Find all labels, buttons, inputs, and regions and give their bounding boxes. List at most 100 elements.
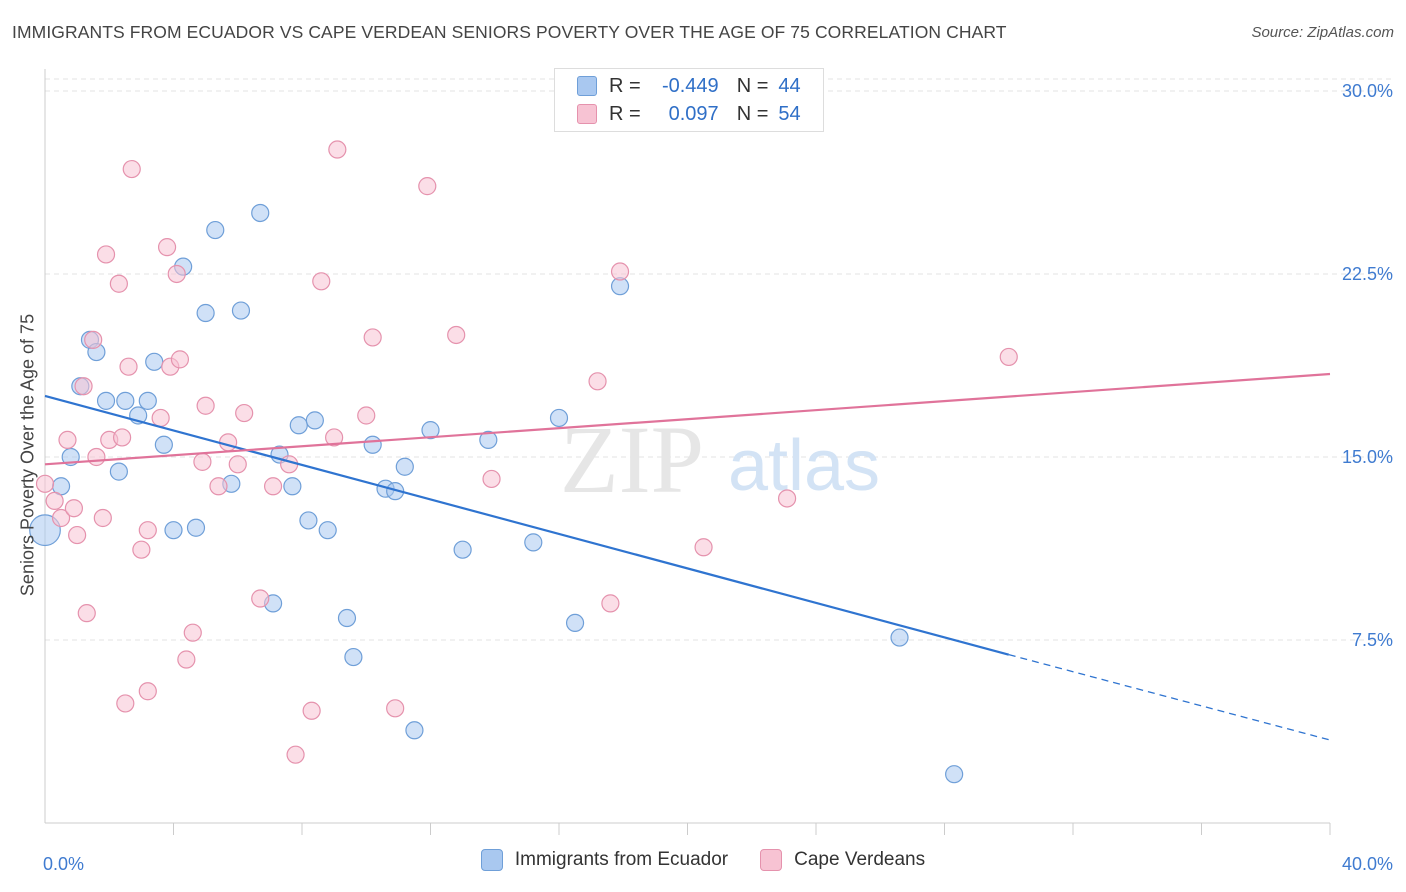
cape-verdean-point	[418, 177, 437, 196]
cape-verdean-point	[312, 272, 331, 291]
stats-n-label: N =	[736, 102, 769, 125]
cape-verdean-point	[112, 428, 132, 447]
ecuador-point	[145, 352, 164, 371]
cape-verdean-trend-line	[44, 372, 1331, 466]
cape-verdean-point	[51, 508, 71, 528]
ecuador-point	[154, 435, 173, 454]
cape-verdean-point	[482, 469, 501, 489]
cape-verdean-point	[157, 238, 177, 257]
legend-item-cape-verdeans[interactable]: Cape Verdeans	[760, 849, 925, 871]
cape-verdean-point	[386, 699, 405, 718]
legend-swatch-cape-verdeans	[760, 849, 783, 871]
ecuador-point	[395, 457, 414, 476]
ecuador-point	[116, 391, 135, 410]
y-tick-label: 30.0%	[1342, 81, 1393, 101]
cape-verdean-point	[58, 430, 77, 449]
cape-verdean-point	[84, 330, 103, 349]
ecuador-point	[549, 408, 569, 428]
ecuador-point	[305, 411, 324, 430]
ecuador-point	[96, 391, 116, 410]
ecuador-point	[138, 391, 157, 410]
ecuador-point	[524, 533, 543, 552]
cape-verdean-point	[302, 701, 321, 720]
ecuador-point	[186, 518, 206, 537]
ecuador-trend-extension	[1008, 654, 1331, 741]
cape-verdean-point	[68, 525, 87, 545]
cape-verdean-point	[119, 357, 138, 376]
cape-verdean-point	[777, 489, 797, 508]
cape-verdean-point	[64, 499, 84, 518]
stats-row-ecuador: R = -0.449 N = 44	[577, 72, 801, 100]
ecuador-point	[363, 435, 382, 454]
cape-verdean-point	[610, 262, 630, 281]
ecuador-point	[890, 628, 909, 647]
ecuador-trend-line	[44, 394, 1010, 656]
stats-swatch-ecuador	[577, 76, 597, 96]
cape-verdean-point	[116, 694, 135, 713]
legend-label-cape-verdeans: Cape Verdeans	[794, 849, 926, 870]
y-tick-label: 7.5%	[1352, 630, 1393, 650]
cape-verdean-point	[286, 745, 305, 764]
cape-verdean-point	[96, 245, 116, 264]
stats-swatch-cape-verdeans	[577, 104, 597, 124]
cape-verdean-point	[77, 604, 96, 623]
legend: Immigrants from Ecuador Cape Verdeans	[0, 849, 1406, 871]
ecuador-point	[421, 421, 440, 440]
cape-verdean-point	[209, 477, 228, 496]
cape-verdean-point	[357, 406, 376, 425]
cape-verdean-point	[87, 447, 106, 467]
cape-verdean-point	[74, 377, 93, 396]
cape-verdean-point	[196, 396, 215, 415]
cape-verdean-point	[263, 477, 283, 496]
ecuador-point	[231, 301, 251, 320]
cape-verdean-point	[170, 350, 190, 369]
legend-label-ecuador: Immigrants from Ecuador	[514, 849, 729, 870]
ecuador-point	[109, 462, 128, 481]
cape-verdean-point	[251, 589, 270, 608]
chart-title: IMMIGRANTS FROM ECUADOR VS CAPE VERDEAN …	[12, 22, 1007, 42]
cape-verdean-point	[219, 433, 238, 452]
ecuador-point	[206, 220, 225, 240]
ecuador-point	[299, 511, 318, 530]
ecuador-point	[164, 521, 183, 540]
source-label: Source: ZipAtlas.com	[1251, 24, 1394, 41]
cape-verdean-point	[280, 455, 299, 474]
ecuador-point	[344, 647, 363, 667]
stats-r-value: 0.097	[668, 102, 719, 125]
stats-row-cape-verdeans: R = 0.097 N = 54	[577, 100, 801, 128]
cape-verdean-point	[109, 274, 128, 293]
cape-verdean-point	[999, 347, 1018, 367]
cape-verdean-point	[228, 455, 247, 474]
legend-item-ecuador[interactable]: Immigrants from Ecuador	[480, 849, 729, 871]
stats-n-value: 54	[778, 102, 801, 125]
stats-r-value: -0.449	[661, 74, 719, 97]
cape-verdean-point	[35, 474, 55, 493]
ecuador-point	[337, 608, 357, 628]
cape-verdean-point	[45, 491, 64, 511]
cape-verdean-point	[151, 408, 170, 428]
y-tick-label: 15.0%	[1342, 447, 1393, 467]
legend-swatch-ecuador	[480, 849, 503, 871]
y-tick-label: 22.5%	[1342, 264, 1393, 284]
stats-n-label: N =	[736, 74, 769, 97]
cape-verdean-point	[328, 140, 347, 159]
stats-n-value: 44	[778, 74, 801, 97]
ecuador-point	[289, 416, 308, 435]
cape-verdean-point	[138, 521, 157, 540]
ecuador-point	[318, 521, 337, 540]
watermark-atlas: atlas	[728, 426, 880, 506]
ecuador-point	[565, 613, 585, 633]
cape-verdean-point	[588, 372, 607, 391]
ecuador-point	[479, 430, 498, 449]
ecuador-point	[283, 477, 302, 496]
x-tick-label: 40.0%	[1342, 854, 1393, 874]
ecuador-point	[251, 203, 270, 223]
cape-verdean-point	[132, 540, 151, 559]
cape-verdean-point	[93, 508, 112, 528]
cape-verdean-point	[363, 328, 382, 347]
stats-box: R = -0.449 N = 44 R = 0.097 N = 54	[554, 68, 824, 132]
y-axis-label: Seniors Poverty Over the Age of 75	[17, 313, 38, 597]
stats-r-label: R =	[609, 102, 641, 125]
cape-verdean-point	[325, 428, 344, 447]
